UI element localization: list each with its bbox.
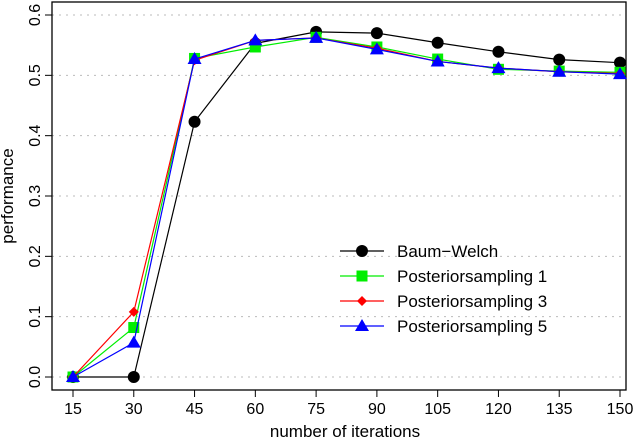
legend-label: Posteriorsampling 5: [397, 317, 547, 336]
y-axis-label: performance: [0, 148, 17, 243]
data-point: [127, 371, 140, 383]
data-point: [369, 42, 384, 55]
data-point: [613, 67, 627, 80]
y-tick-label: 0.0: [27, 366, 44, 388]
x-axis-label: number of iterations: [270, 422, 420, 441]
data-point: [553, 53, 566, 66]
data-point: [187, 52, 202, 65]
legend: Baum−Welch Posteriorsampling 1 Posteriorsa…: [340, 242, 547, 336]
y-tick-label: 0.5: [27, 64, 44, 86]
data-point: [309, 30, 324, 43]
data-point: [492, 45, 505, 58]
x-tick-label: 150: [607, 401, 634, 418]
data-point: [370, 27, 383, 40]
x-axis: 15 30 45 60 75 90 105 120 135 150: [64, 390, 633, 418]
legend-label: Baum−Welch: [397, 242, 498, 261]
series-line: [73, 31, 621, 378]
x-tick-label: 90: [368, 401, 386, 418]
y-tick-label: 0.3: [27, 185, 44, 207]
data-point: [66, 370, 80, 382]
data-point: [552, 64, 567, 77]
x-tick-label: 45: [186, 401, 204, 418]
series-group: [66, 25, 627, 383]
legend-label: Posteriorsampling 1: [397, 267, 547, 286]
legend-marker: [356, 270, 368, 282]
x-tick-label: 105: [424, 401, 451, 418]
x-tick-label: 135: [546, 401, 573, 418]
x-tick-label: 75: [307, 401, 325, 418]
legend-marker: [357, 296, 367, 306]
legend-marker: [355, 319, 369, 331]
legend-label: Posteriorsampling 3: [397, 292, 547, 311]
data-point: [126, 335, 141, 348]
data-point: [249, 41, 261, 53]
grid-lines: [52, 14, 626, 378]
data-point: [248, 33, 263, 46]
y-axis: 0.0 0.1 0.2 0.3 0.4 0.5 0.6: [27, 4, 52, 388]
legend-marker: [356, 245, 368, 257]
y-tick-label: 0.4: [27, 124, 44, 146]
x-tick-label: 30: [125, 401, 143, 418]
y-tick-label: 0.1: [27, 305, 44, 327]
data-point: [128, 322, 140, 334]
series-line: [72, 37, 621, 378]
x-tick-label: 60: [246, 401, 264, 418]
data-point: [430, 54, 445, 67]
y-tick-label: 0.6: [27, 4, 44, 26]
data-point: [614, 56, 626, 69]
data-point: [188, 115, 201, 128]
data-point: [128, 306, 139, 317]
series-posteriorsampling-5: [66, 30, 627, 382]
x-tick-label: 120: [485, 401, 512, 418]
x-tick-label: 15: [64, 401, 82, 418]
data-point: [431, 36, 444, 49]
y-tick-label: 0.2: [27, 245, 44, 267]
data-point: [491, 61, 506, 74]
